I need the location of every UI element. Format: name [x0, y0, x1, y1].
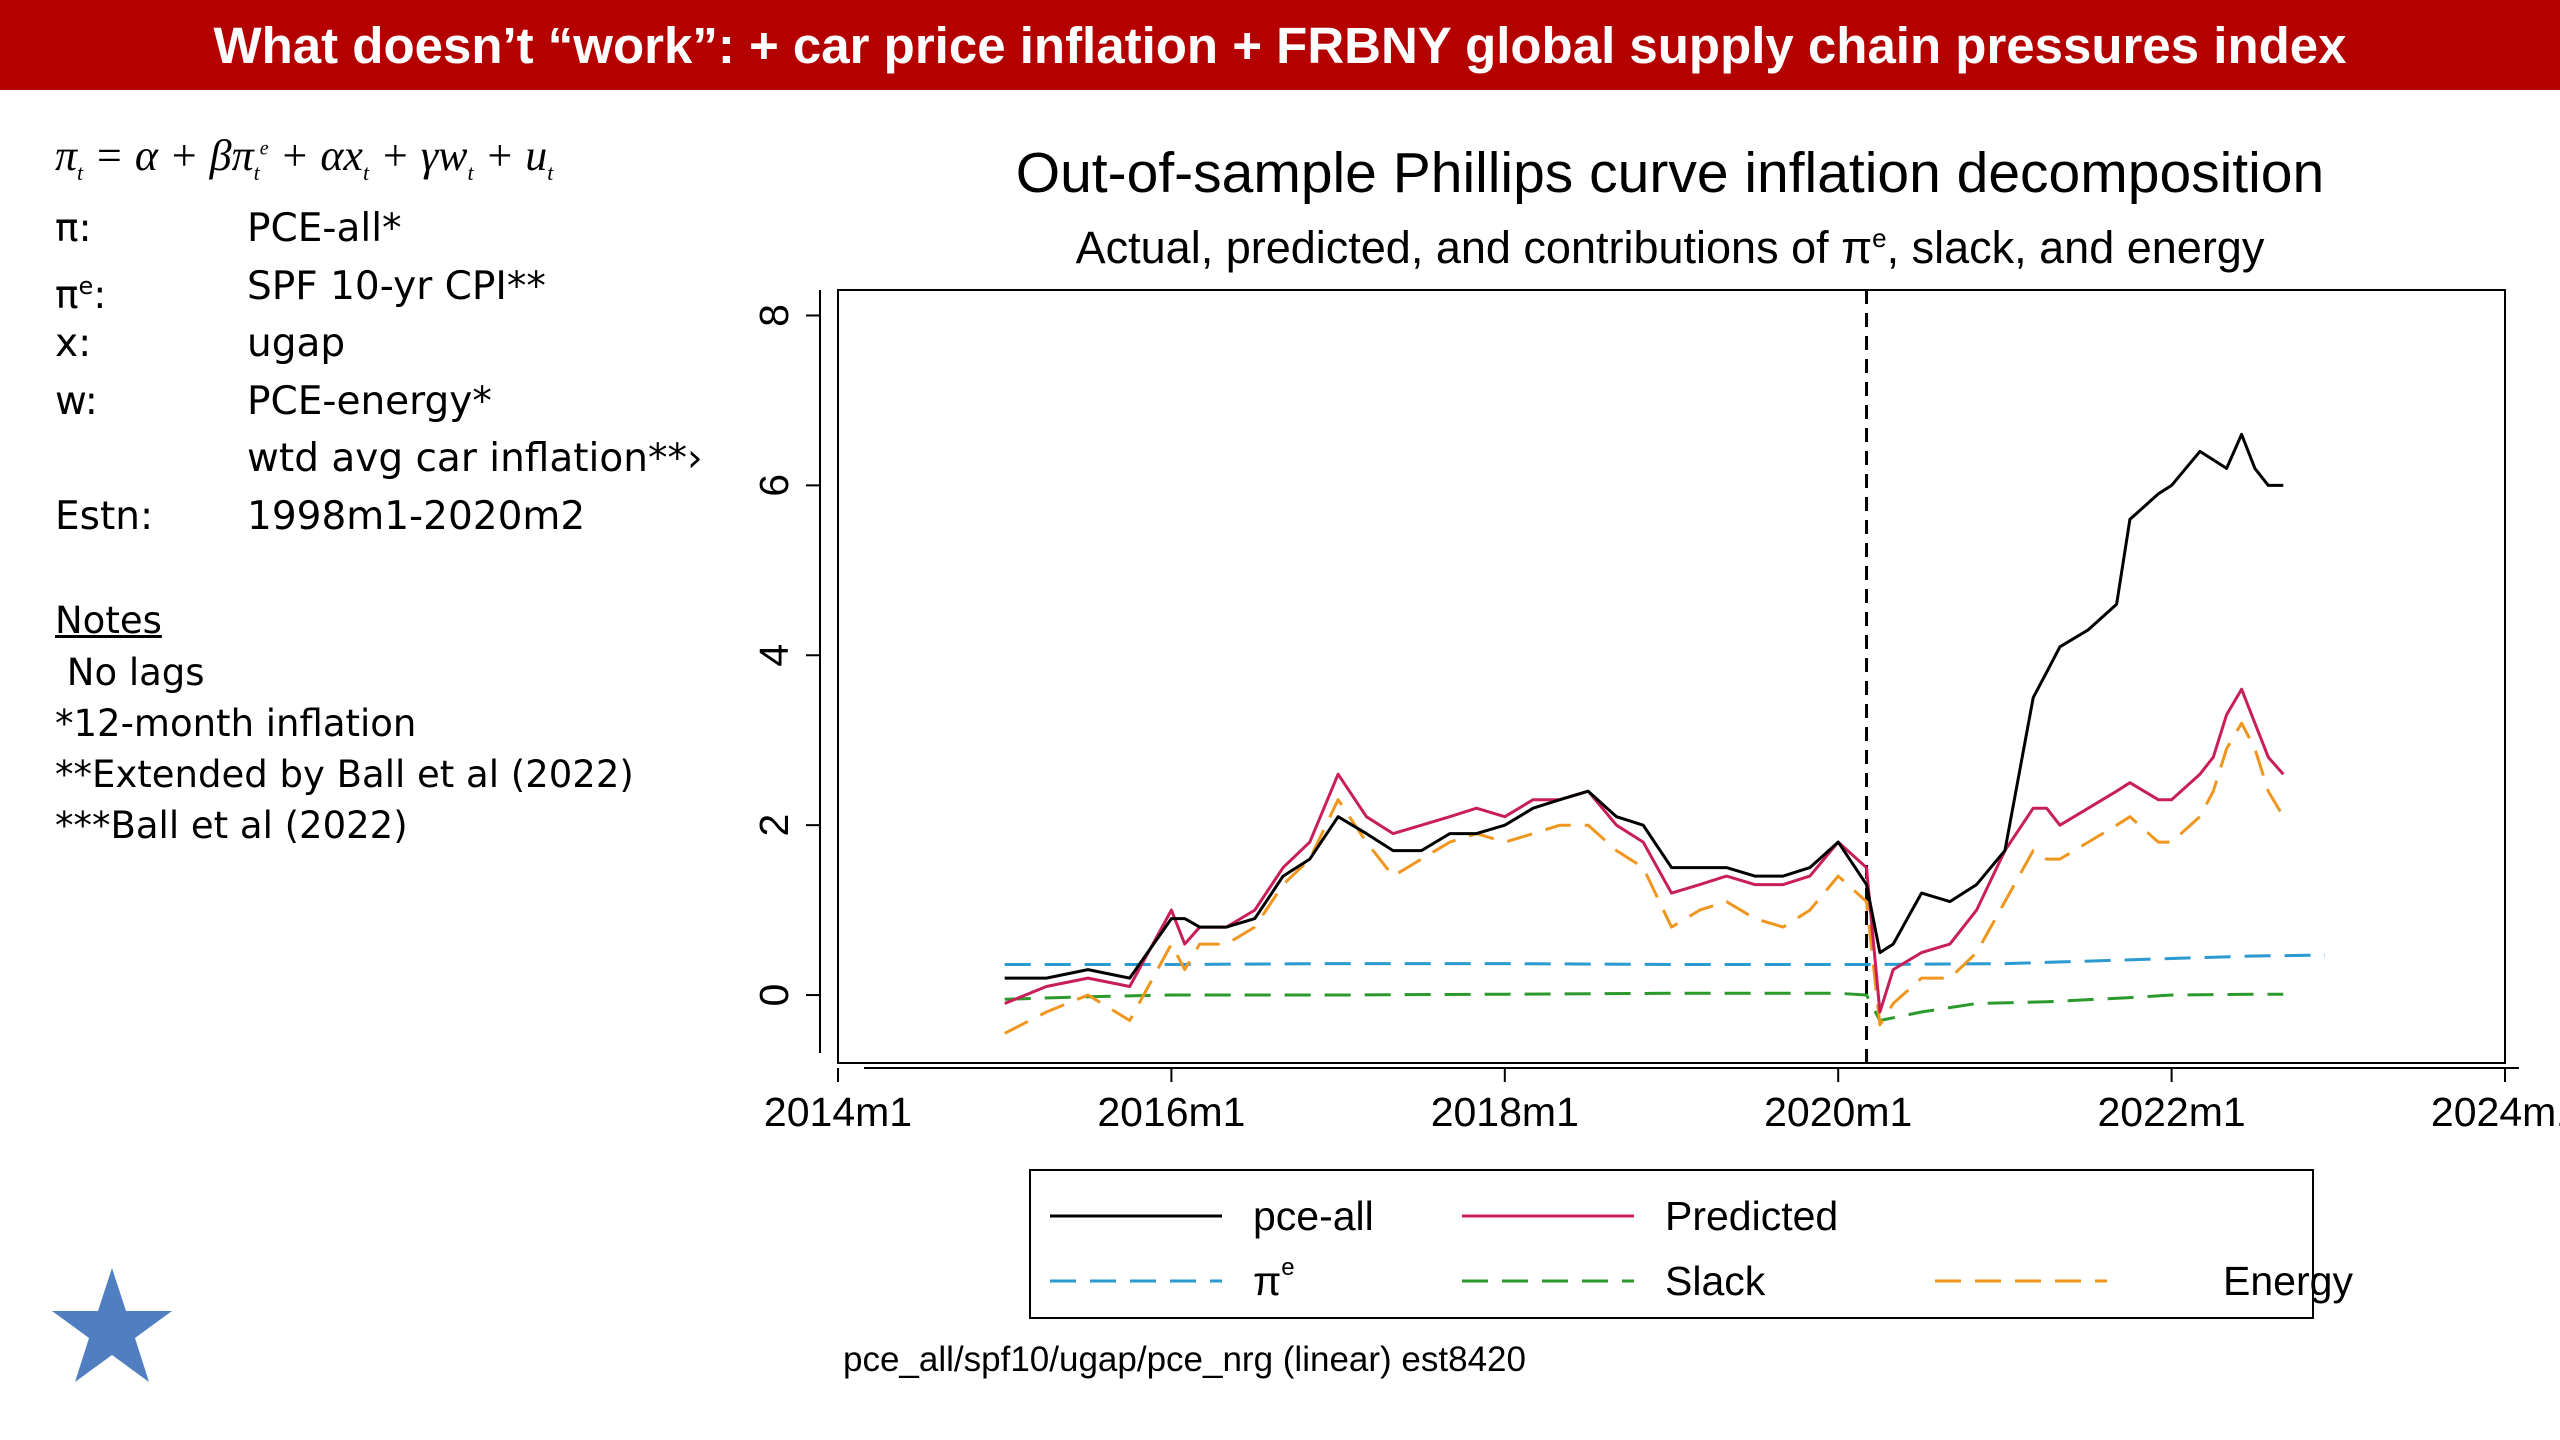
slide-title: What doesn’t “work”: + car price inflati… [213, 16, 2347, 74]
notes-heading: Notes [55, 599, 162, 642]
title-banner: What doesn’t “work”: + car price inflati… [0, 0, 2560, 90]
chart-title: Out-of-sample Phillips curve inflation d… [1015, 141, 2325, 205]
legend-box [1029, 1169, 2314, 1319]
y-tick-label: 6 [751, 474, 797, 497]
definition-row: wtd avg car inflation**› [55, 430, 715, 488]
legend-label: Slack [1665, 1258, 1766, 1304]
definition-symbol: x: [55, 321, 92, 366]
legend-label: pce-all [1253, 1193, 1374, 1239]
x-tick-label: 2024m1 [2431, 1089, 2560, 1135]
definition-symbol: πe: [55, 271, 107, 318]
x-tick-label: 2022m1 [2098, 1089, 2246, 1135]
model-description-panel: πt = α + βπte + αxt + γwt + ut π: PCE-al… [55, 130, 715, 851]
note-line: **Extended by Ball et al (2022) [55, 753, 634, 796]
series-line-slack [1004, 991, 2284, 1022]
legend-label: Predicted [1665, 1193, 1838, 1239]
definition-value: ugap [247, 321, 346, 366]
series-line-e [1004, 953, 2326, 966]
x-tick-label: 2018m1 [1431, 1089, 1579, 1135]
plot-frame [837, 289, 2506, 1064]
y-tick-label: 0 [751, 984, 797, 1007]
definition-row: π: PCE-all* [55, 200, 715, 258]
series-line-energy [1004, 721, 2285, 1035]
x-tick-label: 2016m1 [1097, 1089, 1245, 1135]
chart-subtitle: Actual, predicted, and contributions of … [1075, 222, 2265, 273]
definition-value: 1998m1-2020m2 [247, 493, 586, 539]
note-line: ***Ball et al (2022) [55, 804, 408, 847]
definition-symbol: w: [55, 378, 98, 424]
definition-value: wtd avg car inflation**› [247, 436, 703, 481]
note-line: No lags [55, 651, 205, 694]
series-line-predicted [1004, 687, 2285, 1014]
y-tick-label: 4 [751, 644, 797, 667]
legend-label: Energy [2223, 1258, 2353, 1304]
phillips-curve-equation: πt = α + βπte + αxt + γwt + ut [55, 131, 554, 185]
chart-source-note: pce_all/spf10/ugap/pce_nrg (linear) est8… [843, 1340, 1526, 1379]
x-tick-label: 2020m1 [1764, 1089, 1912, 1135]
definition-symbol: Estn: [55, 493, 154, 539]
y-tick-label: 8 [751, 304, 797, 327]
notes-section: Notes No lags *12-month inflation **Exte… [55, 595, 715, 851]
definition-value: SPF 10-yr CPI** [247, 263, 546, 309]
definition-symbol: π: [55, 206, 92, 251]
definition-row: πe: SPF 10-yr CPI** [55, 258, 715, 318]
star-icon [52, 1268, 172, 1382]
x-tick-label: 2014m1 [764, 1089, 912, 1135]
definition-value: PCE-all* [247, 206, 402, 251]
note-line: *12-month inflation [55, 702, 417, 745]
definition-value: PCE-energy* [247, 378, 492, 424]
definition-row: x: ugap [55, 315, 715, 373]
definition-row: w: PCE-energy* [55, 373, 715, 431]
y-tick-label: 2 [751, 814, 797, 837]
variable-definitions: π: PCE-all* πe: SPF 10-yr CPI** x: ugap … [55, 200, 715, 545]
definition-row: Estn: 1998m1-2020m2 [55, 488, 715, 546]
series-line-pceall [1004, 432, 2284, 980]
